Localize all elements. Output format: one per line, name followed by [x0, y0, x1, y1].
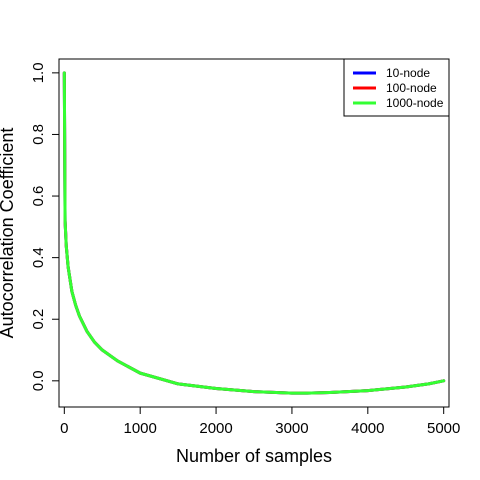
y-axis-title: Autocorrelation Coefficient: [0, 128, 17, 339]
legend-label: 100-node: [386, 81, 437, 95]
x-axis-title: Number of samples: [176, 446, 332, 466]
x-tick-label: 1000: [123, 420, 156, 437]
series-layer: [62, 71, 446, 395]
y-tick-label: 0.8: [30, 124, 47, 145]
y-tick-label: 1.0: [30, 62, 47, 83]
x-axis: 0 1000 2000 3000 4000 5000: [60, 407, 460, 437]
series-line-10-node: [62, 71, 446, 395]
y-axis: 0.0 0.2 0.4 0.6 0.8 1.0: [30, 62, 59, 391]
x-tick-label: 5000: [427, 420, 460, 437]
series-line-100-node: [62, 71, 446, 395]
x-tick-label: 0: [60, 420, 68, 437]
plot-frame: [58, 58, 450, 408]
y-tick-label: 0.0: [30, 370, 47, 391]
legend-label: 10-node: [386, 66, 430, 80]
x-tick-label: 4000: [351, 420, 384, 437]
y-tick-label: 0.6: [30, 186, 47, 207]
x-tick-label: 3000: [275, 420, 308, 437]
x-tick-label: 2000: [199, 420, 232, 437]
legend-label: 1000-node: [386, 96, 444, 110]
series-line-1000-node: [62, 71, 446, 395]
y-tick-label: 0.4: [30, 247, 47, 268]
y-tick-label: 0.2: [30, 309, 47, 330]
